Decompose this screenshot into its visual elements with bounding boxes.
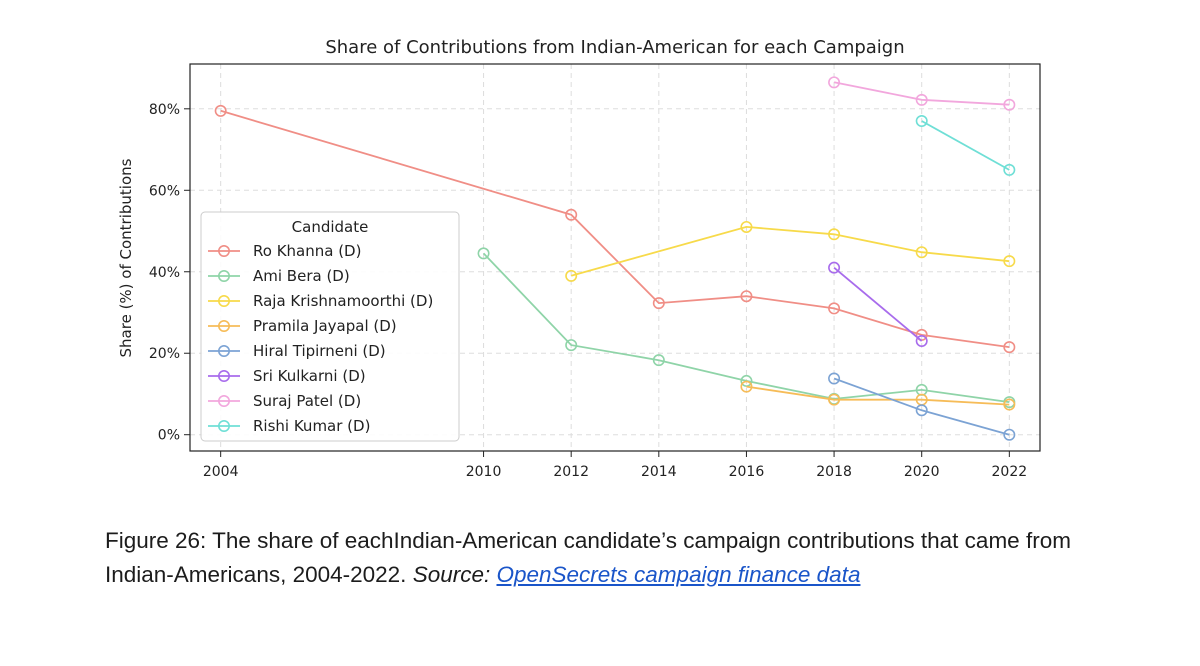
data-point (828, 261, 841, 274)
data-point (565, 269, 578, 282)
legend-label: Ro Khanna (D) (253, 242, 361, 260)
legend-label: Hiral Tipirneni (D) (253, 342, 386, 360)
chart-title: Share of Contributions from Indian-Ameri… (325, 37, 904, 58)
legend-marker (218, 394, 231, 407)
data-point (1003, 341, 1016, 354)
y-tick-label: 80% (149, 102, 180, 118)
series-line (921, 120, 1010, 171)
axis-ticks: 2004 2010 2012 2014 2016 2018 2020 2022 0% 20% 40%… (149, 102, 1027, 480)
series-sri-kulkarni-d (828, 261, 928, 348)
series-line (746, 385, 1010, 406)
legend-label: Raja Krishnamoorthi (D) (253, 292, 433, 310)
x-tick-label: 2020 (904, 464, 940, 480)
legend-marker (218, 369, 231, 382)
line-chart: Share of Contributions from Indian-Ameri… (117, 37, 1041, 480)
legend-label: Suraj Patel (D) (253, 392, 361, 410)
series-line (833, 81, 1010, 106)
legend: Candidate Ro Khanna (D) Ami Bera (D) Raja … (200, 211, 460, 442)
series-line (220, 109, 1010, 348)
data-point (477, 247, 490, 260)
data-point (740, 290, 753, 303)
series-pramila-jayapal-d (740, 380, 1016, 411)
series-rishi-kumar-d (915, 115, 1016, 176)
figure-caption: Figure 26: The share of eachIndian-Ameri… (105, 524, 1105, 592)
y-tick-label: 60% (149, 183, 180, 199)
source-link[interactable]: OpenSecrets campaign finance data (496, 562, 861, 587)
data-point (1003, 428, 1016, 441)
series-layer (214, 76, 1016, 441)
y-tick-label: 0% (158, 428, 180, 444)
series-line (833, 377, 1010, 436)
data-point (565, 208, 578, 221)
y-tick-label: 40% (149, 265, 180, 281)
legend-label: Sri Kulkarni (D) (253, 367, 366, 385)
data-point (1003, 398, 1016, 411)
data-point (828, 372, 841, 385)
legend-marker (218, 319, 231, 332)
x-tick-label: 2018 (816, 464, 852, 480)
series-hiral-tipirneni-d (828, 372, 1016, 441)
series-ro-khanna-d (214, 104, 1016, 354)
y-axis-label: Share (%) of Contributions (117, 158, 135, 357)
caption-source-label: Source: (412, 562, 497, 587)
legend-marker (218, 245, 231, 258)
x-tick-label: 2016 (729, 464, 765, 480)
data-point (740, 380, 753, 393)
series-raja-krishnamoorthi-d (565, 220, 1016, 282)
data-point (652, 297, 665, 310)
caption-text: Figure 26: The share of eachIndian-Ameri… (105, 528, 1071, 587)
data-point (740, 220, 753, 233)
data-point (828, 76, 841, 89)
legend-marker (218, 419, 231, 432)
x-tick-label: 2014 (641, 464, 677, 480)
data-point (652, 354, 665, 367)
x-tick-label: 2012 (553, 464, 589, 480)
data-point (915, 404, 928, 417)
data-point (214, 104, 227, 117)
data-point (1003, 255, 1016, 268)
legend-marker (218, 269, 231, 282)
data-point (1003, 98, 1016, 111)
data-point (915, 93, 928, 106)
series-suraj-patel-d (828, 76, 1016, 111)
x-tick-label: 2010 (466, 464, 502, 480)
legend-marker (218, 344, 231, 357)
data-point (915, 335, 928, 348)
legend-title: Candidate (292, 218, 369, 236)
data-point (740, 374, 753, 387)
series-line (833, 267, 923, 342)
series-line (570, 225, 1010, 277)
plot-frame (189, 63, 1041, 452)
data-point (828, 302, 841, 315)
legend-label: Rishi Kumar (D) (253, 417, 370, 435)
data-point (565, 339, 578, 352)
data-point (828, 393, 841, 406)
x-tick-label: 2022 (992, 464, 1028, 480)
legend-marker (218, 294, 231, 307)
data-point (915, 246, 928, 259)
legend-label: Ami Bera (D) (253, 267, 350, 285)
data-point (828, 228, 841, 241)
y-tick-label: 20% (149, 346, 180, 362)
x-tick-label: 2004 (203, 464, 239, 480)
legend-label: Pramila Jayapal (D) (253, 317, 397, 335)
data-point (1003, 163, 1016, 176)
legend-box (200, 211, 460, 442)
data-point (915, 115, 928, 128)
